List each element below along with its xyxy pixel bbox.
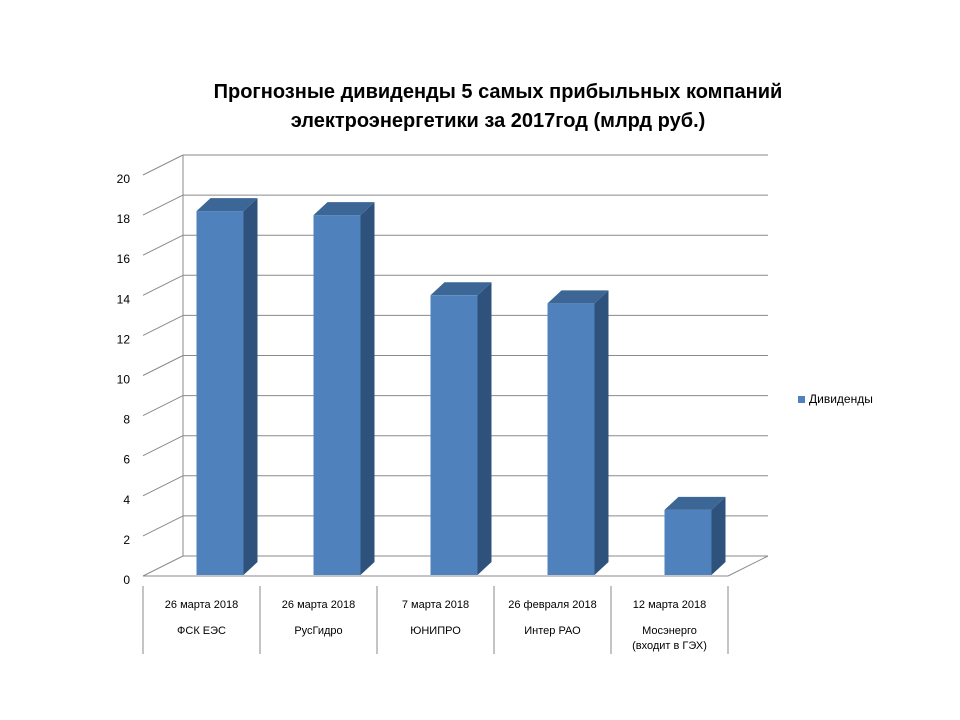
- gridline-side: [142, 515, 184, 537]
- y-tick-label: 20: [117, 172, 131, 186]
- category-name-label: Интер РАО: [524, 625, 581, 637]
- bar: [547, 290, 609, 575]
- category-name-label: РусГидро: [294, 625, 342, 637]
- category-name-label: ЮНИПРО: [410, 625, 461, 637]
- bar: [430, 282, 492, 575]
- axes: 0 2 4 6 8 10 12 14 16 18 20: [117, 172, 769, 587]
- gridline-side: [142, 435, 184, 457]
- bar: [313, 202, 375, 575]
- y-tick-label: 6: [123, 453, 130, 467]
- bar-side: [243, 198, 258, 575]
- bar-top: [430, 282, 492, 296]
- chart-title-line-1: Прогнозные дивиденды 5 самых прибыльных …: [213, 81, 783, 103]
- y-tick-label: 2: [123, 533, 130, 547]
- bar-front: [430, 295, 478, 575]
- floor-right-edge: [727, 555, 769, 577]
- gridline-side: [142, 555, 184, 577]
- gridline-side: [142, 475, 184, 497]
- bar: [196, 198, 258, 575]
- category-date-label: 26 марта 2018: [165, 599, 238, 611]
- legend: Дивиденды: [798, 392, 873, 406]
- gridline-side: [142, 154, 184, 176]
- category-name-label: ФСК ЕЭС: [177, 625, 226, 637]
- y-tick-label: 4: [123, 493, 130, 507]
- category-date-label: 26 февраля 2018: [508, 599, 596, 611]
- bar-side: [360, 202, 375, 575]
- chart-title-line-2: электроэнергетики за 2017год (млрд руб.): [290, 110, 706, 132]
- y-tick-label: 0: [123, 573, 130, 587]
- bar-top: [313, 202, 375, 216]
- bar-front: [547, 303, 595, 575]
- bars: [196, 198, 726, 575]
- y-tick-label: 16: [117, 252, 131, 266]
- gridline-side: [142, 314, 184, 336]
- category-name-label: (входит в ГЭХ): [632, 640, 707, 652]
- category-axis-table: 26 марта 2018 ФСК ЕЭС 26 марта 2018 РусГидр…: [142, 586, 729, 654]
- y-tick-label: 12: [117, 332, 131, 346]
- gridline-side: [142, 395, 184, 417]
- y-tick-label: 18: [117, 212, 131, 226]
- bar: [664, 496, 726, 575]
- y-tick-label: 14: [117, 292, 131, 306]
- bar-side: [477, 282, 492, 575]
- bar-side: [594, 290, 609, 575]
- legend-swatch: [798, 395, 805, 403]
- bar-top: [196, 198, 258, 212]
- y-tick-label: 8: [123, 413, 130, 427]
- chart-title: Прогнозные дивиденды 5 самых прибыльных …: [0, 78, 960, 136]
- bar-top: [547, 290, 609, 304]
- bar-front: [196, 211, 244, 575]
- category-name-label: Мосэнерго: [642, 625, 697, 637]
- gridline-side: [142, 355, 184, 376]
- bar-top: [664, 496, 726, 510]
- category-date-label: 26 марта 2018: [282, 599, 355, 611]
- y-tick-label: 10: [117, 373, 131, 387]
- category-date-label: 12 марта 2018: [633, 599, 706, 611]
- bar-front: [313, 215, 361, 575]
- gridline-side: [142, 194, 184, 216]
- gridline-side: [142, 234, 184, 256]
- bar-side: [711, 496, 726, 575]
- legend-label: Дивиденды: [809, 392, 873, 406]
- gridline-side: [142, 274, 184, 296]
- bar-front: [664, 509, 712, 575]
- category-date-label: 7 марта 2018: [402, 599, 469, 611]
